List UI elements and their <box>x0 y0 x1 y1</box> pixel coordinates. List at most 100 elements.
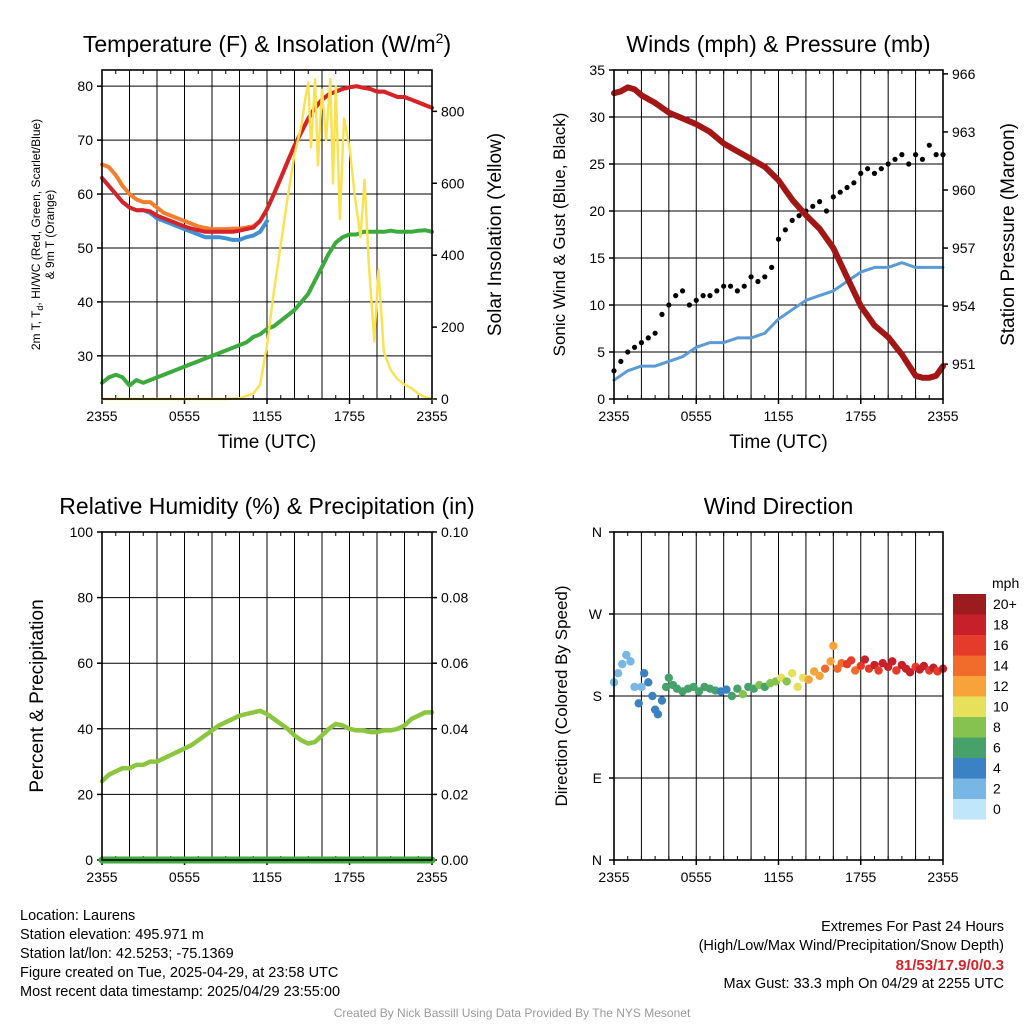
series-line <box>99 708 435 784</box>
gust-point <box>906 161 912 167</box>
series-line <box>100 77 434 401</box>
panel-border <box>613 531 944 861</box>
y-tick-label: 60 <box>77 186 93 202</box>
direction-point <box>664 673 674 682</box>
legend-label: 8 <box>993 719 1001 735</box>
chart-title: Relative Humidity (%) & Precipitation (i… <box>59 493 474 519</box>
max-gust: Max Gust: 33.3 mph On 04/29 at 2255 UTC <box>723 976 1004 992</box>
y-tick-label: 40 <box>77 721 93 737</box>
x-tick-label: 1155 <box>763 869 793 885</box>
x-tick-label: 0555 <box>169 869 200 885</box>
station-location: Location: Laurens <box>20 908 136 924</box>
legend-swatch <box>953 655 986 676</box>
gust-point <box>755 278 761 285</box>
y-tick-label: 30 <box>77 348 93 364</box>
direction-point <box>804 675 813 684</box>
gust-point <box>919 156 926 162</box>
y-tick-label: N <box>592 524 602 540</box>
x-tick-label: 0555 <box>681 869 712 885</box>
direction-point <box>826 657 835 666</box>
x-axis-label: Time (UTC) <box>218 432 317 453</box>
y-tick-label: 5 <box>597 344 605 360</box>
gust-point <box>645 335 651 341</box>
gust-point <box>741 283 747 289</box>
x-tick-label: 1155 <box>763 408 793 424</box>
gust-point <box>679 288 686 294</box>
series-line <box>100 84 434 234</box>
gust-point <box>762 274 768 280</box>
gust-point <box>659 311 665 317</box>
x-tick-label: 1755 <box>334 408 365 424</box>
direction-point <box>888 657 897 666</box>
panel-border <box>101 69 433 400</box>
y-tick-label: 20 <box>589 203 605 219</box>
panel-2: 2355 0555 1155 1755 235505101520253035951954… <box>550 31 1019 453</box>
gust-point <box>796 213 802 219</box>
y-tick-label: 50 <box>77 240 93 256</box>
y2-axis-label: Solar Insolation (Yellow) <box>485 133 506 336</box>
y2-tick-label: 957 <box>952 240 976 256</box>
gust-point <box>700 293 706 299</box>
legend-label: 10 <box>993 699 1009 715</box>
panel-1: 2355 0555 1155 1755 235530405060708002004006… <box>29 30 506 453</box>
gust-point <box>885 161 891 167</box>
direction-point <box>634 699 643 708</box>
direction-point <box>782 677 791 686</box>
gust-point <box>686 302 692 308</box>
x-tick-label: 2355 <box>416 869 447 885</box>
y2-tick-label: 200 <box>441 319 465 335</box>
y-tick-label: N <box>592 852 602 868</box>
x-tick-label: 0555 <box>169 408 200 424</box>
legend-label: 4 <box>993 760 1001 776</box>
direction-point <box>626 657 635 666</box>
direction-point <box>618 659 627 669</box>
gust-point <box>618 358 624 364</box>
direction-point <box>793 682 802 692</box>
direction-point <box>860 655 870 664</box>
direction-point <box>613 669 623 678</box>
series-line <box>100 228 434 388</box>
gust-point <box>858 170 864 176</box>
y2-tick-label: 0.08 <box>441 590 468 606</box>
y2-tick-label: 0.10 <box>441 524 468 540</box>
y2-tick-label: 0.06 <box>441 655 468 671</box>
gust-point <box>878 166 884 172</box>
legend-label: 12 <box>993 678 1009 694</box>
gust-point <box>851 180 857 186</box>
gust-point <box>707 293 713 299</box>
y-tick-label: 25 <box>589 156 605 172</box>
y2-tick-label: 954 <box>952 298 976 314</box>
legend-swatch <box>953 614 986 635</box>
gust-point <box>625 349 631 355</box>
extremes-panel: Extremes For Past 24 Hours (High/Low/Max… <box>699 918 1004 994</box>
panel-3: 2355 0555 1155 1755 23550204060801000.000.02… <box>27 493 475 885</box>
direction-point <box>738 689 748 699</box>
gust-point <box>638 340 645 346</box>
y-axis-label-line2: & 9m T (Orange) <box>43 190 57 280</box>
legend-swatch <box>953 737 986 758</box>
gust-point <box>769 264 775 270</box>
legend-title: mph <box>992 575 1019 591</box>
y-axis-label: Percent & Precipitation <box>27 599 48 792</box>
legend-label: 0 <box>993 801 1001 817</box>
gust-point <box>775 236 782 242</box>
legend-swatch <box>953 696 986 717</box>
y2-tick-label: 963 <box>952 124 976 140</box>
y-tick-label: 15 <box>589 250 605 266</box>
station-latlon: Station lat/lon: 42.5253; -75.1369 <box>20 946 234 962</box>
credit-line: Created By Nick Bassill Using Data Provi… <box>333 1006 691 1020</box>
gust-point <box>673 293 679 299</box>
gust-point <box>933 152 939 158</box>
y-tick-label: 35 <box>589 62 605 78</box>
station-info: Location: Laurens Station elevation: 495… <box>20 907 340 1002</box>
y-tick-label: 0 <box>597 391 605 407</box>
extremes-values: 81/53/17.9/0/0.3 <box>895 957 1004 974</box>
direction-point <box>653 710 663 719</box>
extremes-subtitle: (High/Low/Max Wind/Precipitation/Snow De… <box>698 938 1004 954</box>
y-tick-label: 30 <box>589 109 605 125</box>
y-tick-label: 80 <box>77 78 93 94</box>
gust-point <box>837 189 843 195</box>
y2-tick-label: 0.02 <box>441 786 468 802</box>
y-tick-label: 10 <box>589 297 605 313</box>
